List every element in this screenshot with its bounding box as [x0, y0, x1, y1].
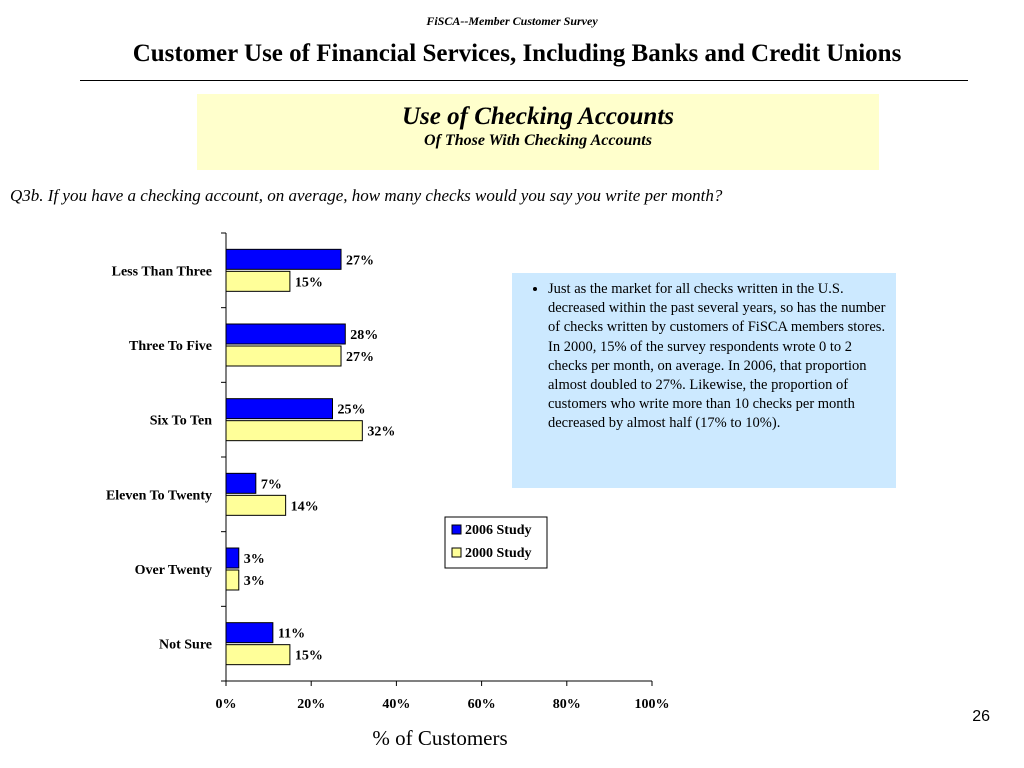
x-tick-label: 0%: [216, 697, 237, 712]
bar-2006: [225, 323, 346, 345]
bar-2000: [225, 494, 287, 516]
bar-2000: [225, 569, 240, 591]
chart-title: Use of Checking Accounts: [402, 103, 674, 130]
bar-2006: [225, 472, 257, 494]
legend-swatch: [451, 547, 462, 558]
page-number: 26: [972, 708, 990, 725]
data-label: 28%: [350, 328, 378, 343]
legend-label: 2000 Study: [465, 546, 532, 561]
bar-2000: [225, 420, 363, 442]
category-label: Eleven To Twenty: [106, 488, 212, 503]
bar-2000: [225, 644, 291, 666]
data-label: 25%: [338, 403, 366, 418]
bar-2000: [225, 345, 342, 367]
bar-2006: [225, 248, 342, 270]
legend-label: 2006 Study: [465, 523, 532, 538]
category-label: Not Sure: [159, 638, 212, 653]
bar-2006: [225, 398, 333, 420]
category-label: Three To Five: [129, 339, 212, 354]
x-tick-label: 100%: [635, 697, 670, 712]
commentary-bullet: Just as the market for all checks writte…: [548, 280, 886, 434]
data-label: 27%: [346, 253, 374, 268]
data-label: 15%: [295, 275, 323, 290]
category-label: Less Than Three: [112, 264, 212, 279]
data-label: 32%: [367, 425, 395, 440]
subtitle-box: Use of Checking Accounts Of Those With C…: [197, 94, 879, 170]
chart-subtitle: Of Those With Checking Accounts: [424, 132, 652, 149]
title-divider: [80, 80, 968, 81]
x-tick-label: 20%: [297, 697, 325, 712]
data-label: 3%: [244, 552, 265, 567]
page-title: Customer Use of Financial Services, Incl…: [132, 40, 902, 67]
legend-swatch: [451, 524, 462, 535]
survey-question: Q3b. If you have a checking account, on …: [10, 186, 723, 205]
data-label: 7%: [261, 477, 282, 492]
x-tick-label: 60%: [468, 697, 496, 712]
data-label: 3%: [244, 574, 265, 589]
survey-label: FiSCA--Member Customer Survey: [426, 14, 598, 28]
bar-2006: [225, 622, 274, 644]
x-tick-label: 80%: [553, 697, 581, 712]
data-label: 14%: [291, 499, 319, 514]
legend-box: [444, 516, 548, 569]
category-label: Six To Ten: [150, 414, 212, 429]
commentary-list: Just as the market for all checks writte…: [524, 280, 886, 434]
category-label: Over Twenty: [135, 563, 212, 578]
x-axis-title: % of Customers: [372, 726, 508, 750]
data-label: 27%: [346, 350, 374, 365]
data-label: 11%: [278, 627, 305, 642]
x-tick-label: 40%: [382, 697, 410, 712]
commentary-box: Just as the market for all checks writte…: [512, 273, 896, 488]
bar-2006: [225, 547, 240, 569]
data-label: 15%: [295, 649, 323, 664]
bar-2000: [225, 270, 291, 292]
